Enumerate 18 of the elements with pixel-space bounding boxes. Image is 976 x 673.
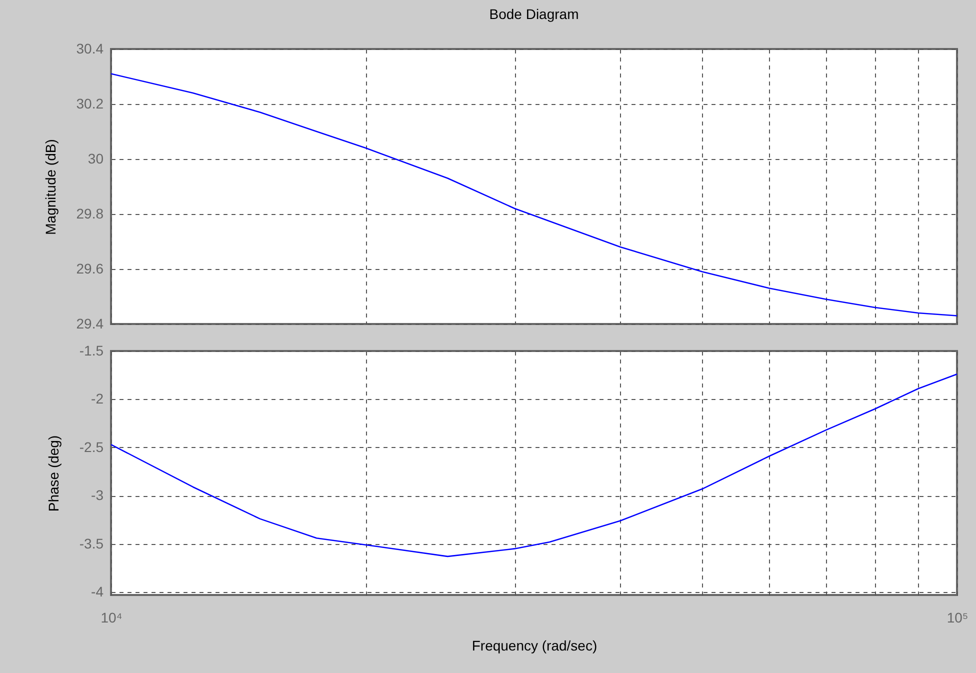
y-tick-label: -3 xyxy=(91,487,104,504)
y-tick-label: -2.5 xyxy=(79,438,104,455)
y-axis-title: Phase (deg) xyxy=(45,435,62,512)
y-tick-label: 30.4 xyxy=(76,40,104,56)
y-tick-label: 29.8 xyxy=(76,206,104,222)
x-tick-label: 10⁴ xyxy=(100,610,122,626)
y-tick-label: -4 xyxy=(91,584,104,600)
y-tick-label: 29.4 xyxy=(76,316,104,332)
y-tick-label: 30.2 xyxy=(76,96,104,112)
x-tick-label: 10⁵ xyxy=(946,610,968,626)
x-axis-title: Frequency (rad/sec) xyxy=(472,638,598,654)
y-axis-title: Magnitude (dB) xyxy=(42,139,58,235)
y-tick-label: 30 xyxy=(88,150,104,166)
chart-title: Bode Diagram xyxy=(489,6,579,22)
y-tick-label: -2 xyxy=(91,390,104,407)
y-tick-label: -1.5 xyxy=(79,342,104,358)
y-tick-label: 29.6 xyxy=(76,260,104,276)
y-tick-label: -3.5 xyxy=(79,535,104,552)
